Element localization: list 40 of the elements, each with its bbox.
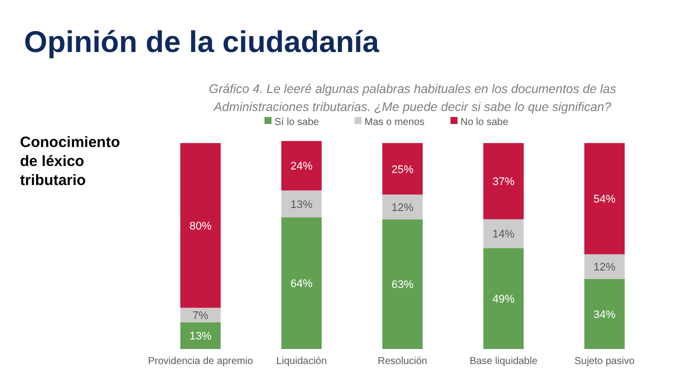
data-label: 80%: [189, 220, 212, 232]
text: Conocimiento de léxico tributario: [20, 134, 120, 189]
x-tick-label: Sujeto pasivo: [574, 356, 635, 367]
chart-title: Opinión de la ciudadanía: [24, 26, 380, 59]
data-label: 54%: [593, 194, 616, 206]
bar: [483, 219, 524, 248]
x-tick-label: Liquidación: [276, 356, 327, 367]
data-label: 7%: [192, 310, 209, 322]
data-label: 12%: [593, 262, 616, 274]
data-label: 34%: [593, 308, 616, 321]
bar: [483, 143, 524, 220]
x-tick-label: Resolución: [378, 356, 428, 367]
bar: [584, 254, 625, 279]
data-label: 13%: [290, 198, 313, 211]
bar: [382, 143, 423, 195]
legend-label: Sí lo sabe: [274, 117, 320, 128]
bar: [584, 278, 625, 349]
data-label: 14%: [492, 228, 515, 241]
data-label: 63%: [391, 279, 414, 292]
bar: [281, 217, 322, 349]
bar: [382, 219, 423, 349]
legend-label: No lo sabe: [460, 117, 509, 128]
x-tick-label: Providencia de apremio: [148, 356, 254, 367]
data-label: 37%: [492, 176, 515, 188]
data-label: 64%: [290, 278, 313, 290]
data-label: 13%: [189, 330, 212, 343]
bar: [483, 248, 524, 349]
bar: [180, 143, 221, 308]
bar: [281, 190, 322, 218]
bar: [382, 194, 423, 220]
chart-subtitle: Gráfico 4. Le leeré algunas palabras habituales en los documentos de las Administraciones tributarias. ¿Me puede decir si sabe lo que significan?: [208, 82, 616, 114]
bar: [584, 143, 625, 254]
data-label: 24%: [290, 160, 313, 173]
bar: [180, 322, 221, 349]
bar: [281, 141, 322, 190]
data-label: 12%: [391, 202, 414, 214]
data-label: 25%: [391, 164, 414, 176]
legend-label: Mas o menos: [364, 117, 425, 128]
data-label: 49%: [492, 294, 515, 306]
x-tick-label: Base liquidable: [470, 356, 538, 367]
